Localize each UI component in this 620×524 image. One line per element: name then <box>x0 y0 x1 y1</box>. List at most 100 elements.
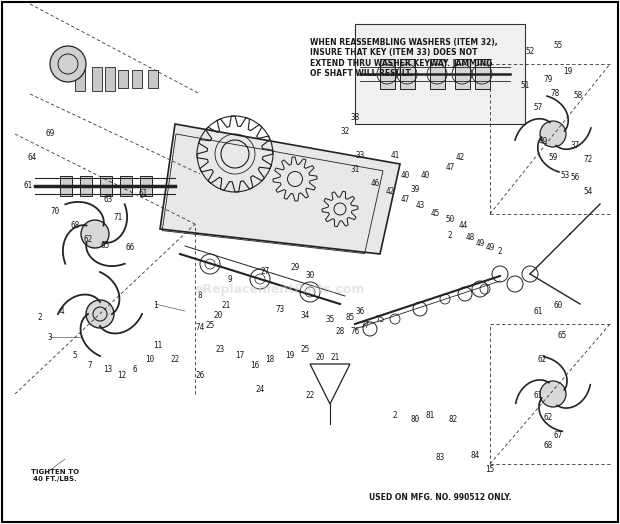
Text: 59: 59 <box>548 154 557 162</box>
Bar <box>132 70 142 88</box>
Text: 49: 49 <box>485 244 495 253</box>
Text: 39: 39 <box>410 185 420 194</box>
Bar <box>118 70 128 88</box>
Text: TIGHTEN TO
40 FT./LBS.: TIGHTEN TO 40 FT./LBS. <box>31 468 79 482</box>
Text: 63: 63 <box>104 195 113 204</box>
Text: 56: 56 <box>570 173 580 182</box>
Text: 61: 61 <box>138 190 148 199</box>
Text: 21: 21 <box>330 354 340 363</box>
Text: 54: 54 <box>583 188 593 196</box>
Text: 62: 62 <box>83 235 92 245</box>
Bar <box>400 59 415 89</box>
Text: 45: 45 <box>430 209 440 217</box>
Text: 25: 25 <box>205 321 215 330</box>
Text: 62: 62 <box>543 413 552 422</box>
Text: 61: 61 <box>24 181 33 191</box>
Text: 41: 41 <box>391 150 400 159</box>
Text: 20: 20 <box>316 354 325 363</box>
Text: 66: 66 <box>125 244 135 253</box>
Text: 29: 29 <box>290 264 299 272</box>
Text: 5: 5 <box>73 351 78 359</box>
Text: USED ON MFG. NO. 990512 ONLY.: USED ON MFG. NO. 990512 ONLY. <box>369 493 511 501</box>
Text: 11: 11 <box>153 341 162 350</box>
Bar <box>140 176 152 196</box>
Bar <box>455 59 470 89</box>
Text: 69: 69 <box>45 129 55 138</box>
Text: 3: 3 <box>48 333 52 343</box>
Text: 20: 20 <box>213 311 223 320</box>
Text: 77: 77 <box>360 321 370 330</box>
Text: 2: 2 <box>498 247 502 257</box>
Text: 12: 12 <box>117 370 126 379</box>
Bar <box>120 176 132 196</box>
Text: WHEN REASSEMBLING WASHERS (ITEM 32),
INSURE THAT KEY (ITEM 33) DOES NOT
EXTEND T: WHEN REASSEMBLING WASHERS (ITEM 32), INS… <box>310 38 498 78</box>
Bar <box>475 59 490 89</box>
Text: 44: 44 <box>458 221 467 230</box>
Text: 30: 30 <box>306 270 314 279</box>
Text: 17: 17 <box>236 351 245 359</box>
Text: 84: 84 <box>471 451 480 460</box>
Text: 25: 25 <box>300 345 309 355</box>
Text: 57: 57 <box>533 104 542 113</box>
Text: 24: 24 <box>255 386 265 395</box>
Text: 19: 19 <box>564 68 573 77</box>
Bar <box>105 67 115 91</box>
Text: 51: 51 <box>520 81 529 90</box>
Bar <box>430 59 445 89</box>
Text: 65: 65 <box>557 331 567 340</box>
Text: 43: 43 <box>415 201 425 210</box>
Text: 21: 21 <box>221 300 231 310</box>
Text: 35: 35 <box>326 315 335 324</box>
Text: 36: 36 <box>355 308 365 316</box>
Text: 52: 52 <box>525 48 534 57</box>
Text: 40: 40 <box>420 170 430 180</box>
Circle shape <box>540 381 566 407</box>
Text: 40: 40 <box>401 170 410 180</box>
Circle shape <box>86 300 114 328</box>
Text: 75: 75 <box>375 315 384 324</box>
Text: 2: 2 <box>392 410 397 420</box>
Text: 68: 68 <box>543 441 552 450</box>
Text: 76: 76 <box>350 328 360 336</box>
Text: 46: 46 <box>370 179 379 188</box>
Text: 85: 85 <box>345 313 355 322</box>
Text: 49: 49 <box>538 137 547 147</box>
Text: 47: 47 <box>445 163 454 172</box>
Text: 27: 27 <box>260 267 270 277</box>
Text: 64: 64 <box>27 154 37 162</box>
Text: 83: 83 <box>435 453 445 463</box>
Text: 6: 6 <box>133 366 137 375</box>
Text: 2: 2 <box>38 313 42 322</box>
Text: 31: 31 <box>350 166 360 174</box>
Text: 60: 60 <box>554 300 562 310</box>
Text: 7: 7 <box>87 361 92 369</box>
Text: 67: 67 <box>554 431 562 440</box>
Text: 70: 70 <box>50 208 60 216</box>
Text: 16: 16 <box>250 361 260 369</box>
Text: 15: 15 <box>485 465 495 475</box>
Text: 19: 19 <box>285 351 294 359</box>
Text: 42: 42 <box>455 154 464 162</box>
Text: 78: 78 <box>551 89 560 97</box>
Bar <box>60 176 72 196</box>
Text: 53: 53 <box>560 170 570 180</box>
Polygon shape <box>160 124 400 254</box>
Text: 80: 80 <box>410 416 420 424</box>
Bar <box>92 67 102 91</box>
Text: 72: 72 <box>583 156 593 165</box>
Text: 38: 38 <box>350 114 360 123</box>
Text: 10: 10 <box>145 355 154 365</box>
Text: 23: 23 <box>215 345 224 355</box>
Text: 26: 26 <box>195 370 205 379</box>
Text: 34: 34 <box>300 311 309 320</box>
Text: 79: 79 <box>543 75 552 84</box>
Circle shape <box>540 121 566 147</box>
Bar <box>75 67 85 91</box>
Text: 68: 68 <box>71 222 79 231</box>
Text: 58: 58 <box>574 91 583 100</box>
Text: 50: 50 <box>445 215 454 224</box>
Text: 71: 71 <box>113 213 123 223</box>
Text: 55: 55 <box>554 40 562 49</box>
Text: 32: 32 <box>340 127 350 136</box>
Text: 22: 22 <box>306 390 314 399</box>
